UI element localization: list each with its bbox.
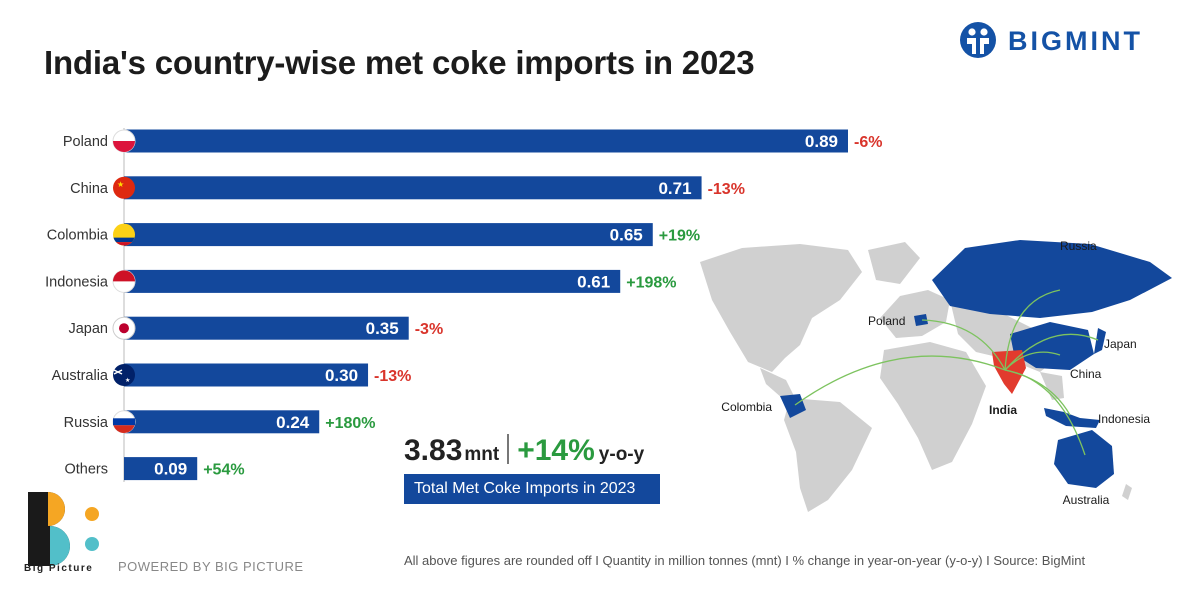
powered-by: POWERED BY BIG PICTURE [118,559,304,574]
value-label-indonesia: 0.61 [577,272,610,291]
category-label-australia: Australia [52,368,109,384]
big-picture-caption: Big Picture [24,563,94,574]
map-label-colombia: Colombia [721,400,772,414]
value-label-china: 0.71 [658,179,691,198]
total-change: +14% [517,434,595,467]
change-label-japan: -3% [415,321,443,338]
colombia-shape [780,394,806,418]
bar-indonesia [124,269,621,293]
page-title: India's country-wise met coke imports in… [44,44,755,81]
poland-shape [914,314,928,326]
trade-flow-arcs [794,289,1099,456]
category-label-china: China [70,181,109,197]
bar-others [124,457,198,481]
japan-shape [1094,328,1106,354]
map-label-india: India [989,403,1017,417]
europe-shape [880,290,950,338]
svg-text:★: ★ [117,180,124,189]
total-value: 3.83 [404,434,463,467]
map-label-australia: Australia [1063,493,1110,507]
change-label-others: +54% [203,462,244,479]
total-caption: Total Met Coke Imports in 2023 [404,474,660,504]
indonesia-shape [1044,408,1100,428]
greenland-shape [868,242,920,284]
bar-china [124,176,702,200]
africa-shape [880,342,986,470]
change-label-poland: -6% [854,134,882,151]
value-label-russia: 0.24 [276,413,310,432]
category-label-colombia: Colombia [47,228,109,244]
change-label-china: -13% [708,181,745,198]
category-label-japan: Japan [68,321,108,337]
bar-russia [124,410,320,434]
map-label-poland: Poland [868,314,905,328]
value-label-australia: 0.30 [325,366,358,385]
total-imports-summary: 3.83 mnt +14% y-o-y Total Met Coke Imports … [404,434,704,504]
colombia-flag-icon [113,223,135,246]
value-label-others: 0.09 [154,460,187,479]
bar-poland [124,129,848,153]
change-label-russia: +180% [325,415,375,432]
map-label-japan: Japan [1104,337,1137,351]
new-zealand-shape [1122,484,1132,500]
map-label-china: China [1070,367,1102,381]
map-label-indonesia: Indonesia [1098,412,1150,426]
value-label-poland: 0.89 [805,132,838,151]
change-label-indonesia: +198% [626,274,676,291]
australia-flag-icon: ★ [113,364,135,386]
australia-shape [1054,430,1114,488]
value-label-japan: 0.35 [366,319,399,338]
change-label-colombia: +19% [659,228,700,245]
russia-flag-icon [112,410,136,434]
world-map [700,240,1172,512]
bigmint-logo-icon [960,22,996,58]
footnote: All above figures are rounded off I Quan… [404,553,1086,568]
southeast-asia-shape [1040,372,1064,400]
total-change-suffix: y-o-y [598,444,645,465]
japan-flag-icon [112,316,136,340]
map-label-russia: Russia [1060,239,1097,253]
south-america-shape [784,398,872,512]
russia-shape [932,240,1172,318]
category-label-russia: Russia [64,415,109,431]
category-label-indonesia: Indonesia [45,274,109,290]
bar-japan [124,316,409,340]
bigmint-logo: BIGMINT [958,20,1168,60]
svg-text:★: ★ [125,377,130,384]
central-america-shape [760,368,796,400]
total-unit: mnt [464,444,500,465]
indonesia-flag-icon [112,269,136,293]
north-america-shape [700,244,862,372]
big-picture-logo [28,492,99,566]
china-flag-icon: ★ [113,176,135,199]
poland-flag-icon [112,129,136,153]
value-label-colombia: 0.65 [610,226,643,245]
bar-australia [124,363,369,387]
brand-name: BIGMINT [1008,26,1143,56]
change-label-australia: -13% [374,368,411,385]
kpi-divider [507,434,510,464]
bar-colombia [124,223,653,247]
category-label-poland: Poland [63,134,108,150]
category-label-others: Others [64,462,108,478]
